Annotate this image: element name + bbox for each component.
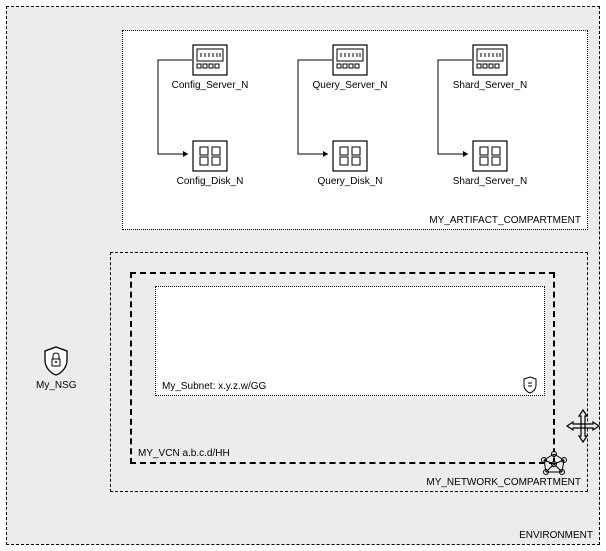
transit-icon — [565, 408, 601, 444]
nsg: My_NSG — [36, 346, 77, 391]
arrow-config — [150, 58, 200, 158]
mesh-icon — [540, 450, 568, 478]
shield-small-icon — [522, 376, 538, 394]
vcn-label: MY_VCN a.b.c.d/HH — [138, 448, 230, 459]
nsg-label: My_NSG — [36, 380, 77, 391]
config-disk-label: Config_Disk_N — [177, 176, 244, 187]
query-disk-label: Query_Disk_N — [317, 176, 382, 187]
environment-label: ENVIRONMENT — [519, 530, 593, 541]
arrow-shard — [430, 58, 480, 158]
subnet-label: My_Subnet: x.y.z.w/GG — [162, 381, 266, 392]
lock-shield-icon — [43, 346, 69, 376]
shard-disk-label: Shard_Server_N — [453, 176, 527, 187]
subnet-box: My_Subnet: x.y.z.w/GG — [155, 286, 545, 396]
arrow-query — [290, 58, 340, 158]
network-compartment-label: MY_NETWORK_COMPARTMENT — [426, 477, 581, 488]
diagram-canvas: ENVIRONMENT MY_ARTIFACT_COMPARTMENT Conf… — [0, 0, 606, 551]
artifact-compartment-label: MY_ARTIFACT_COMPARTMENT — [429, 215, 581, 226]
